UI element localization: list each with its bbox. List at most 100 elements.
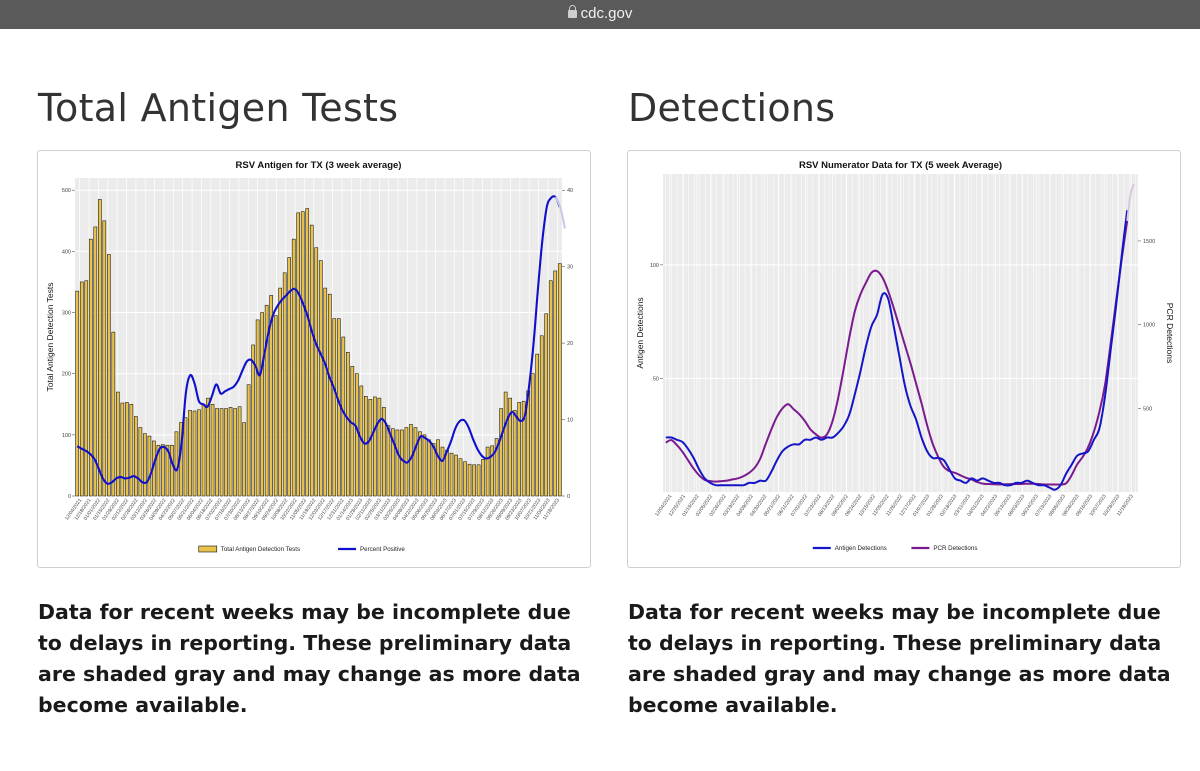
antigen-bar <box>490 445 494 497</box>
antigen-bar <box>503 391 508 497</box>
antigen-bar <box>242 422 246 497</box>
antigen-bar <box>88 238 93 497</box>
detections-y2-axis-label: PCR Detections <box>1165 303 1175 363</box>
detections-y2-tick-label: 500 <box>1143 406 1152 412</box>
antigen-bar <box>75 290 80 497</box>
section-heading-detections: Detections <box>628 86 836 130</box>
antigen-bar <box>400 429 404 497</box>
antigen-bar <box>499 408 503 497</box>
antigen-bar <box>125 402 129 497</box>
antigen-y-tick-label: 100 <box>62 433 71 439</box>
antigen-bar <box>327 293 332 497</box>
antigen-bar <box>332 318 337 497</box>
antigen-bar <box>382 407 386 497</box>
antigen-bar <box>449 452 454 497</box>
antigen-bar <box>467 463 472 497</box>
antigen-bar <box>386 425 391 497</box>
antigen-bar <box>219 408 224 497</box>
antigen-bar <box>170 444 174 497</box>
antigen-bar <box>107 254 111 497</box>
antigen-bar <box>233 408 237 497</box>
antigen-bar <box>368 399 373 497</box>
antigen-bar <box>206 397 210 497</box>
antigen-bar <box>116 391 120 497</box>
antigen-bar <box>530 373 535 497</box>
antigen-bar <box>548 280 553 497</box>
antigen-y2-axis-label: Percent Positive <box>589 306 590 368</box>
antigen-bar <box>508 397 512 497</box>
detections-chart: RSV Numerator Data for TX (5 week Averag… <box>635 160 1175 552</box>
antigen-bar <box>431 443 436 497</box>
detections-y2-tick-label: 1500 <box>1143 239 1155 245</box>
antigen-bar <box>161 444 165 497</box>
antigen-bar <box>102 220 107 497</box>
detections-y2-tick-label: 1000 <box>1143 323 1155 329</box>
url-text: cdc.gov <box>580 5 633 22</box>
antigen-bar <box>535 353 540 497</box>
antigen-bar <box>183 417 188 497</box>
antigen-bar <box>476 464 481 497</box>
antigen-bar <box>440 446 445 497</box>
antigen-bar <box>188 410 192 497</box>
antigen-bar <box>454 454 458 497</box>
antigen-bar <box>93 226 98 497</box>
antigen-bar <box>494 438 499 497</box>
antigen-bar <box>557 263 562 497</box>
antigen-bar <box>143 433 147 497</box>
antigen-bar <box>427 439 431 497</box>
antigen-y2-tick-label: 0 <box>567 494 570 500</box>
antigen-bar <box>485 446 490 497</box>
antigen-bar <box>201 403 206 497</box>
detections-y-axis-label: Antigen Detections <box>635 297 645 368</box>
antigen-chart: RSV Antigen for TX (3 week average) Total… <box>45 160 590 553</box>
antigen-bar <box>309 224 314 497</box>
antigen-legend-swatch <box>198 545 218 553</box>
antigen-bar <box>246 384 251 497</box>
antigen-bar <box>156 444 161 497</box>
antigen-bar <box>463 461 467 497</box>
antigen-y-tick-label: 200 <box>62 372 71 378</box>
antigen-bar <box>120 402 125 497</box>
antigen-bar <box>377 397 382 497</box>
antigen-bar <box>418 431 422 497</box>
antigen-bar <box>138 427 143 497</box>
antigen-title: RSV Antigen for TX (3 week average) <box>236 160 402 171</box>
antigen-y2-tick-label: 30 <box>567 265 573 271</box>
antigen-y-tick-label: 300 <box>62 311 71 317</box>
antigen-bar <box>228 407 233 497</box>
detections-legend-label: PCR Detections <box>933 545 977 552</box>
url-display[interactable]: cdc.gov <box>0 5 1200 22</box>
antigen-plot-panel <box>75 178 562 496</box>
section-heading-antigen: Total Antigen Tests <box>38 86 399 130</box>
antigen-bar <box>278 287 282 497</box>
antigen-bar <box>481 459 485 497</box>
antigen-bar <box>165 444 170 497</box>
detections-legend-item: Antigen Detections <box>812 545 887 552</box>
detections-pcr-line <box>665 220 1129 486</box>
chart-card-detections: RSV Numerator Data for TX (5 week Averag… <box>627 150 1181 568</box>
antigen-bar <box>282 272 287 497</box>
antigen-bar <box>318 260 323 497</box>
antigen-bar <box>237 406 242 497</box>
detections-y-tick-label: 50 <box>653 376 659 382</box>
antigen-bar <box>147 435 152 497</box>
antigen-bar <box>544 313 549 497</box>
antigen-bar <box>436 439 440 497</box>
antigen-y-tick-label: 500 <box>62 188 71 194</box>
antigen-bar <box>215 408 219 497</box>
antigen-bar <box>269 295 273 497</box>
antigen-bar <box>300 211 305 497</box>
antigen-legend-label: Total Antigen Detection Tests <box>221 546 300 553</box>
detections-legend-item: PCR Detections <box>911 545 977 552</box>
antigen-bar <box>355 373 359 497</box>
antigen-bar <box>291 238 296 497</box>
antigen-bar <box>210 403 215 497</box>
antigen-y-tick-label: 400 <box>62 249 71 255</box>
detections-legend-label: Antigen Detections <box>835 545 887 552</box>
antigen-legend-item: Percent Positive <box>338 546 405 553</box>
detections-y-tick-label: 100 <box>650 263 659 269</box>
antigen-preliminary-line <box>554 196 567 229</box>
antigen-bar <box>174 431 179 497</box>
antigen-bar <box>314 247 319 497</box>
browser-address-bar <box>0 0 1200 29</box>
